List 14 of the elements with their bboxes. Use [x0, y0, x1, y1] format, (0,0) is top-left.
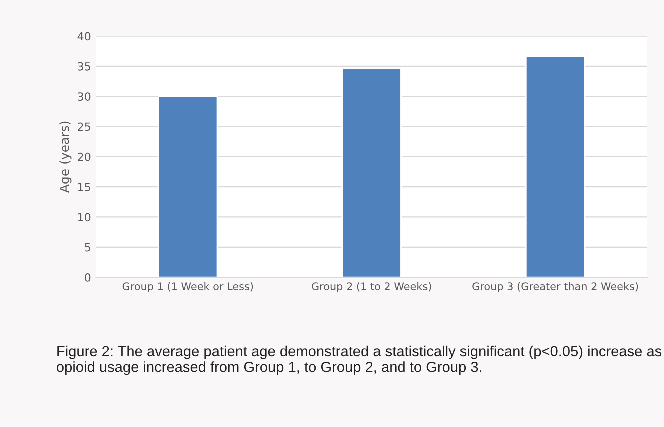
- y-axis-title: Age (years): [60, 122, 72, 193]
- y-tick-label: 0: [85, 274, 91, 282]
- y-tick-label: 25: [78, 122, 90, 132]
- y-tick-label: 30: [78, 92, 91, 101]
- x-tick-label: Group 2 (1 to 2 Weeks): [312, 282, 432, 292]
- y-tick-label: 35: [78, 62, 90, 71]
- y-tick-label: 40: [78, 32, 91, 41]
- x-tick-label: Group 3 (Greater than 2 Weeks): [472, 282, 638, 292]
- y-tick-label: 5: [85, 244, 90, 252]
- y-tick-label: 15: [78, 183, 90, 192]
- y-tick-label: 20: [78, 152, 91, 162]
- x-tick-label: Group 1 (1 Week or Less): [122, 282, 254, 292]
- caption: Figure 2: The average patient age demonstrated a statistically significant (p<0.05) increase as opioid usage increased from Group 1, to Group 2, and to Group 3.: [57, 346, 662, 376]
- y-tick-label: 10: [78, 213, 91, 222]
